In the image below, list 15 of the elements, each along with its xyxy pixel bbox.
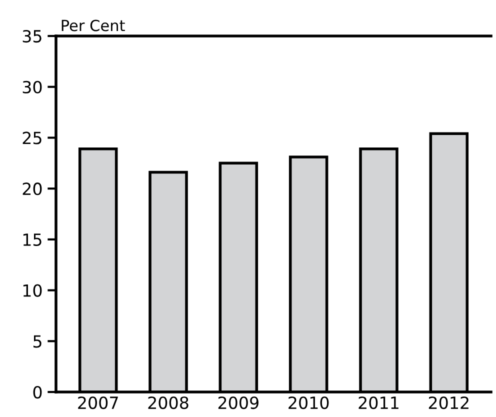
x-tick-label: 2010	[288, 396, 329, 410]
y-tick-label: 0	[33, 386, 42, 399]
y-tick-label: 35	[22, 30, 42, 43]
x-tick-label: 2012	[428, 396, 468, 410]
y-tick-label: 25	[22, 132, 42, 144]
x-tick-label: 2009	[218, 396, 258, 410]
y-axis-title: Per Cent	[62, 20, 125, 32]
y-tick-label: 30	[22, 80, 42, 94]
y-tick-label: 5	[33, 335, 42, 348]
x-tick-label: 2007	[78, 396, 118, 410]
y-tick-label: 20	[22, 182, 42, 196]
y-tick-label: 10	[23, 284, 42, 297]
x-tick-label: 2011	[358, 396, 398, 410]
y-tick-label: 15	[23, 234, 42, 246]
x-tick-label: 2008	[148, 396, 188, 410]
